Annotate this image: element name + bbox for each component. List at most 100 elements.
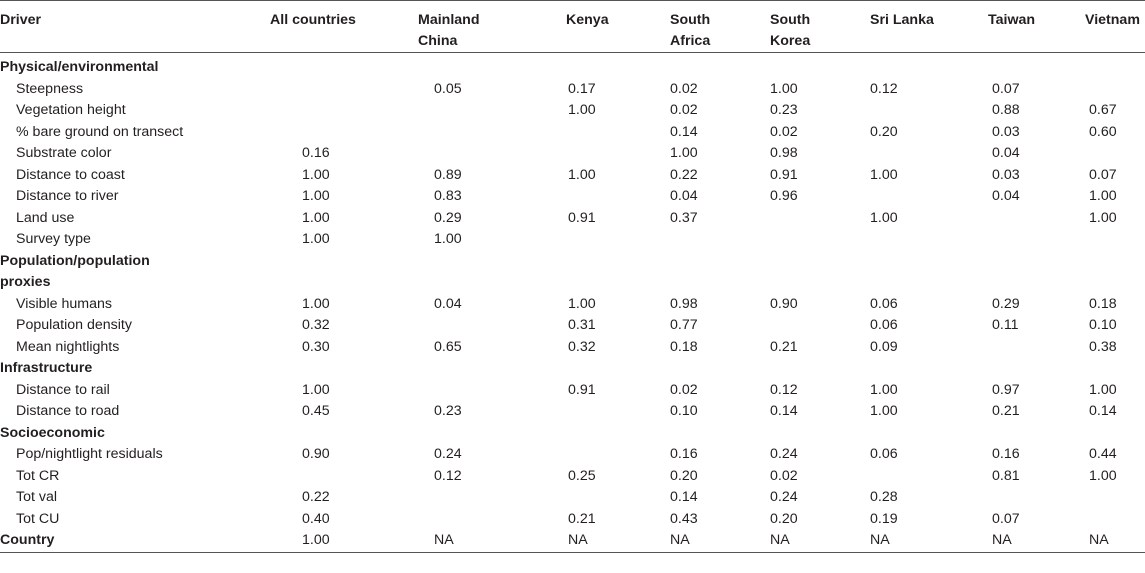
value-cell [840,143,962,165]
driver-label: Distance to road [16,403,120,419]
table-row: Visible humans 1.00 0.04 1.00 0.98 0.90 0.06 0.… [0,294,1145,316]
value-cell: 0.24 [770,446,798,462]
value-cell: 0.20 [670,467,698,484]
section-row: Physical/environmental [0,53,1145,79]
table-row: Distance to road 0.45 0.23 0.10 0.14 1.00 0.21… [0,401,1145,423]
value-cell [270,423,390,445]
value-cell: 0.23 [434,403,462,419]
value-cell: 1.00 [670,145,698,161]
value-cell: 0.06 [870,446,898,462]
value-cell [270,272,390,294]
value-cell [270,358,390,380]
value-cell [270,251,390,273]
driver-label: Tot val [16,489,58,505]
value-cell [840,100,962,122]
value-cell: 0.06 [870,295,898,312]
value-cell: 0.02 [670,381,698,398]
value-cell: 0.91 [770,166,798,183]
value-cell: 0.98 [670,295,698,312]
value-cell: 0.21 [568,510,596,527]
value-cell: 0.16 [992,446,1020,462]
value-cell: 0.02 [670,102,698,118]
value-cell [840,251,962,273]
value-cell: 1.00 [568,166,596,183]
value-cell [640,53,740,79]
value-cell: NA [390,530,540,553]
section-row: Population/population [0,251,1145,273]
column-header-south-korea: South Korea [740,0,840,53]
driver-label: % bare ground on transect [16,123,184,140]
value-cell: 0.10 [1089,317,1117,333]
value-cell: 0.24 [434,446,462,462]
value-cell: 0.43 [670,510,698,527]
value-cell: 0.98 [770,145,798,161]
value-cell [270,466,390,488]
driver-label: Population density [16,317,132,333]
value-cell: 0.17 [568,80,596,97]
column-header-sri-lanka: Sri Lanka [840,0,962,53]
drivers-table: Driver All countries Mainland China Keny… [0,0,1145,553]
value-cell: 0.14 [1089,403,1117,419]
value-cell: 0.91 [568,209,596,226]
value-cell [840,272,962,294]
value-cell [1059,487,1145,509]
table-row: Distance to rail 1.00 0.91 0.02 0.12 1.00 0.97… [0,380,1145,402]
value-cell: 1.00 [302,295,330,312]
column-header-driver: Driver [0,0,270,53]
section-label: Physical/environmental [0,59,159,75]
value-cell: 0.03 [992,123,1020,140]
value-cell: 0.06 [870,317,898,333]
table-row: Vegetation height 1.00 0.02 0.23 0.88 0.67 [0,100,1145,122]
value-cell [540,186,640,208]
value-cell: 1.00 [302,231,330,247]
value-cell: 0.04 [670,188,698,204]
value-cell: 0.11 [992,317,1019,333]
value-cell: 0.04 [992,188,1020,204]
column-header-south-africa: South Africa [640,0,740,53]
column-header-mainland-china: Mainland China [390,0,540,53]
value-cell [390,122,540,144]
value-cell [270,122,390,144]
value-cell [740,229,840,251]
value-cell: 0.14 [670,123,698,140]
value-cell [540,358,640,380]
value-cell: 0.10 [670,403,698,419]
value-cell: 0.02 [770,123,798,140]
section-row: Socioeconomic [0,423,1145,445]
value-cell [840,229,962,251]
value-cell: 0.24 [770,489,798,505]
value-cell: 1.00 [870,403,898,419]
value-cell [390,380,540,402]
value-cell: 0.12 [770,381,798,398]
table-row: Steepness 0.05 0.17 0.02 1.00 0.12 0.07 [0,79,1145,101]
table-row: Land use 1.00 0.29 0.91 0.37 1.00 1.00 [0,208,1145,230]
value-cell [270,100,390,122]
value-cell: 0.19 [870,510,898,527]
value-cell: 1.00 [302,381,330,398]
value-cell: 1.00 [568,295,596,312]
value-cell [390,509,540,531]
value-cell [962,272,1059,294]
value-cell [1059,251,1145,273]
value-cell: 0.16 [302,145,330,161]
header-row: Driver All countries Mainland China Keny… [0,0,1145,53]
table-row: Distance to coast 1.00 0.89 1.00 0.22 0.91 1.0… [0,165,1145,187]
value-cell: 0.12 [434,467,462,484]
value-cell: 0.21 [992,403,1020,419]
value-cell: 0.04 [992,145,1020,161]
value-cell [540,487,640,509]
value-cell [740,208,840,230]
table-row: Population density 0.32 0.31 0.77 0.06 0.11 0.… [0,315,1145,337]
driver-label: Steepness [16,80,84,97]
value-cell: 0.02 [770,467,798,484]
value-cell [840,358,962,380]
value-cell [840,423,962,445]
value-cell [1059,358,1145,380]
value-cell: 0.60 [1089,123,1117,140]
column-header-all-countries: All countries [270,0,390,53]
value-cell: 0.23 [770,102,798,118]
table-row: Substrate color 0.16 1.00 0.98 0.04 [0,143,1145,165]
value-cell [640,423,740,445]
value-cell [1059,143,1145,165]
table-row: Pop/nightlight residuals 0.90 0.24 0.16 0.24… [0,444,1145,466]
